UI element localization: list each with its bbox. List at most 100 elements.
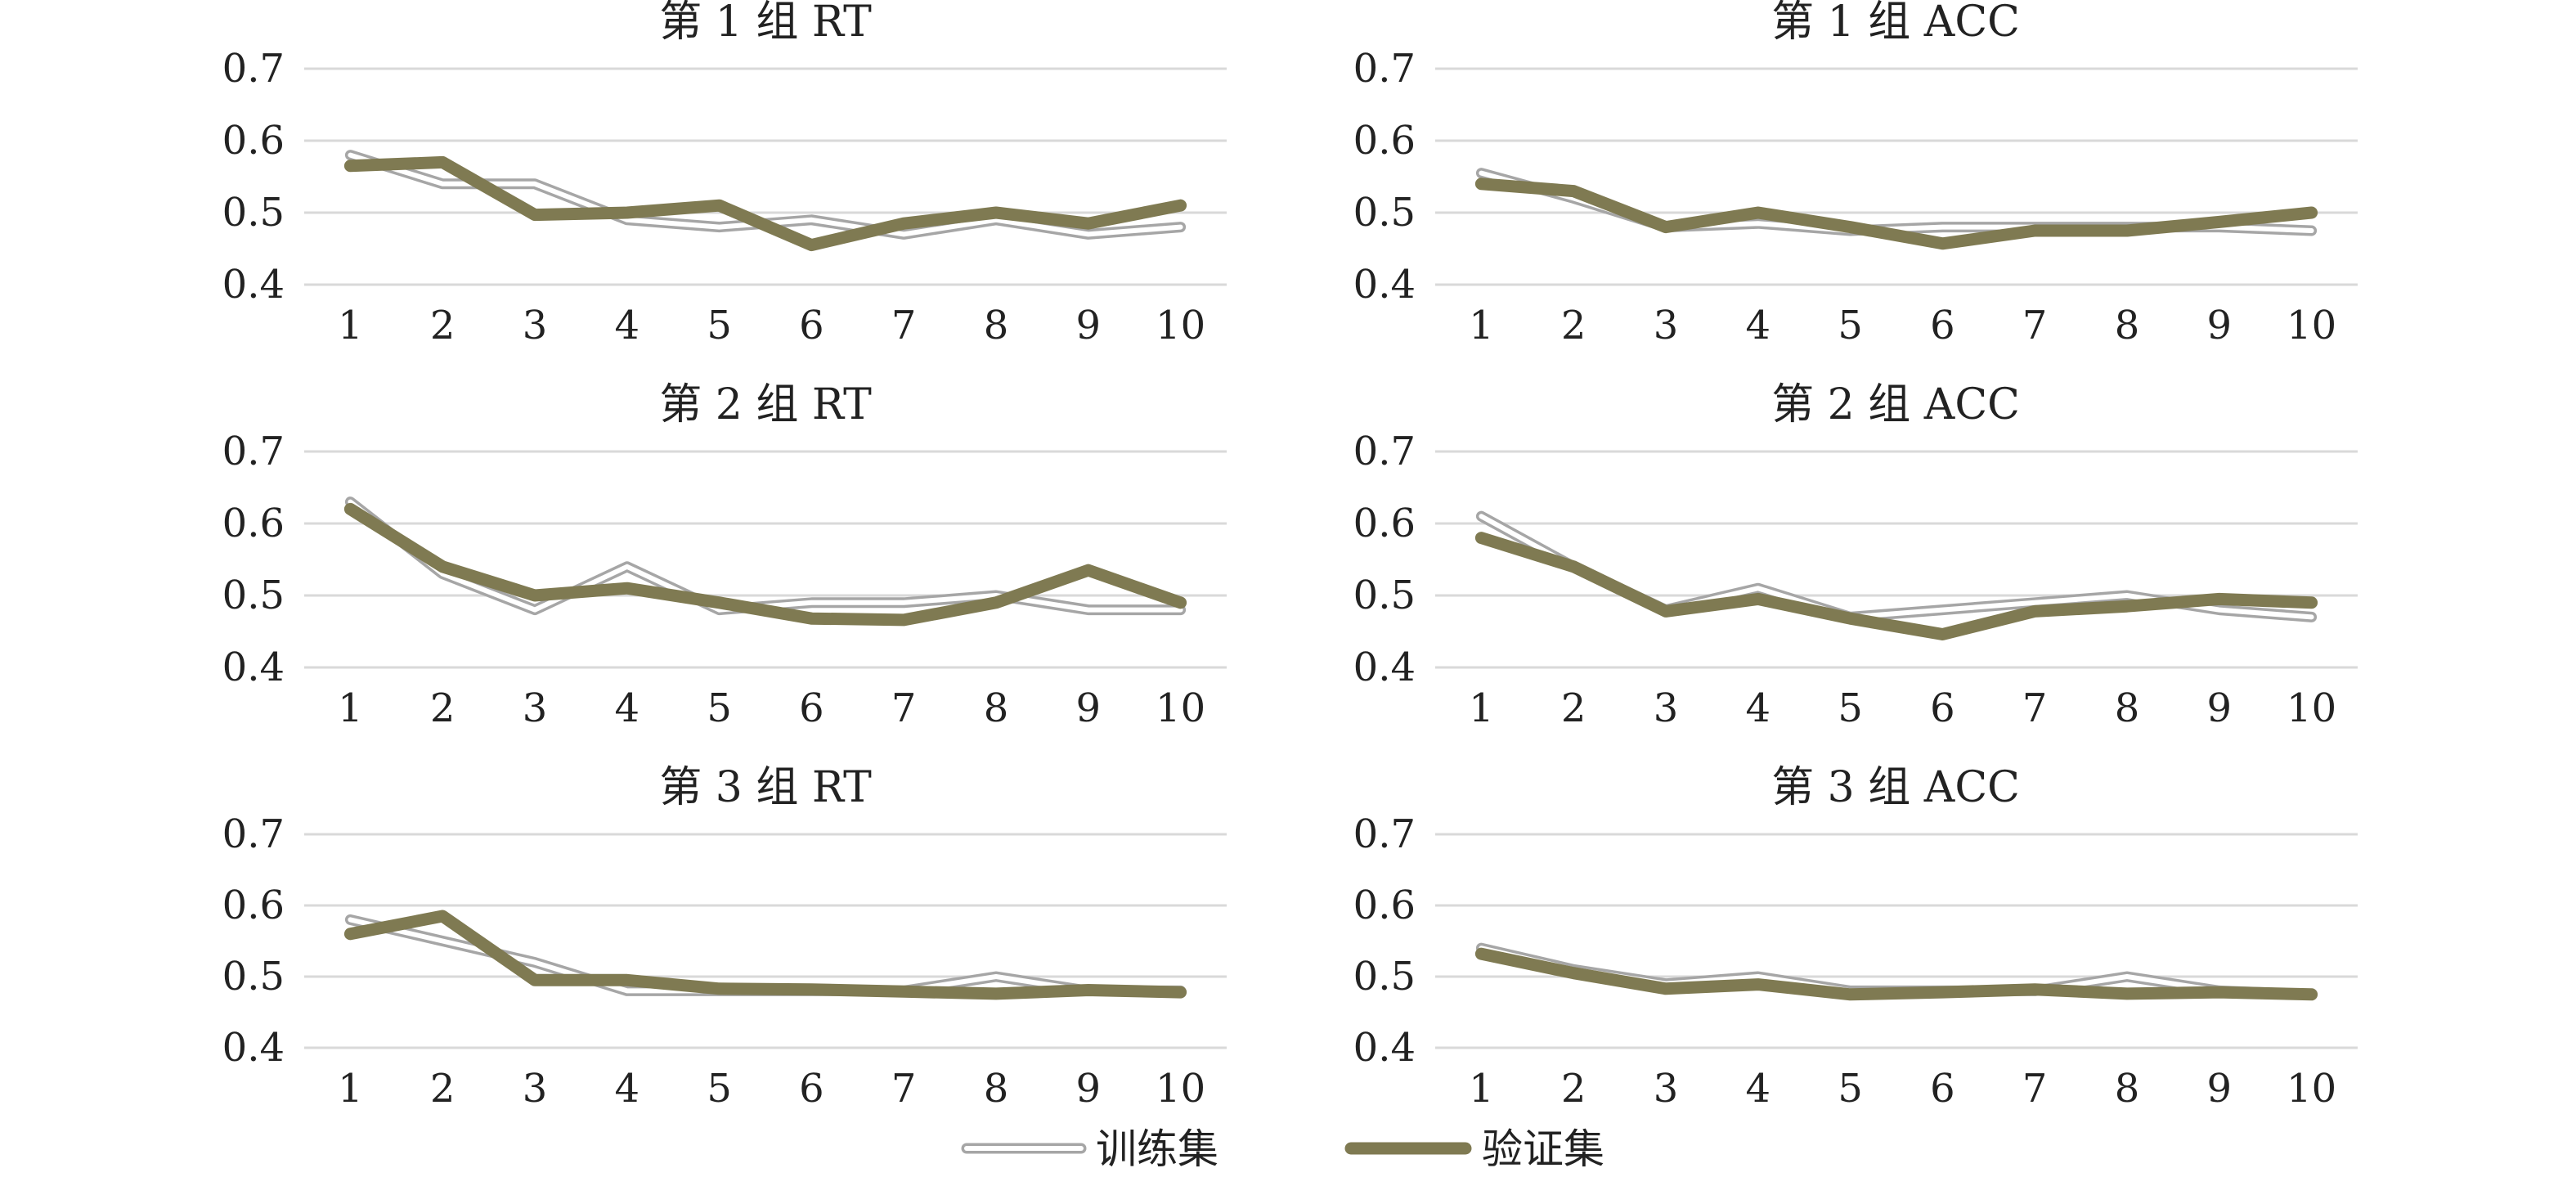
y-tick-label: 0.5 xyxy=(222,954,285,1000)
y-tick-label: 0.4 xyxy=(222,645,285,690)
chart-title: 第 3 组 RT xyxy=(659,763,872,812)
chart-title: 第 2 组 ACC xyxy=(1771,380,2020,429)
chart-panel-6: 第 3 组 ACC 0.4 0.5 0.6 0.7 1 2 3 4 5 6 7 8 9 10 xyxy=(1353,763,2358,1112)
x-tick-label: 2 xyxy=(430,685,456,731)
x-tick-label: 1 xyxy=(338,1066,363,1112)
x-tick-label: 1 xyxy=(1469,303,1494,348)
x-tick-label: 3 xyxy=(523,303,548,348)
y-tick-label: 0.7 xyxy=(222,46,285,92)
x-tick-label: 6 xyxy=(799,303,824,348)
x-tick-label: 10 xyxy=(1156,1066,1205,1112)
x-tick-label: 6 xyxy=(1930,1066,1955,1112)
chart-title: 第 2 组 RT xyxy=(659,380,872,429)
x-tick-label: 9 xyxy=(1076,1066,1102,1112)
series-line-train-inner xyxy=(348,917,1183,994)
x-tick-label: 6 xyxy=(1930,685,1955,731)
x-tick-label: 5 xyxy=(707,303,732,348)
series-line-train xyxy=(344,496,1187,616)
x-tick-label: 8 xyxy=(2115,303,2140,348)
y-tick-label: 0.6 xyxy=(222,118,285,164)
series-line-valid xyxy=(343,155,1187,252)
chart-title: 第 3 组 ACC xyxy=(1771,763,2020,812)
chart-panel-1: 第 1 组 RT 0.4 0.5 0.6 0.7 1 2 3 4 5 6 7 8 9 10 xyxy=(222,0,1227,348)
x-tick-label: 8 xyxy=(2115,685,2140,731)
x-tick-label: 4 xyxy=(615,1066,640,1112)
x-tick-label: 1 xyxy=(1469,685,1494,731)
chart-panel-3: 第 2 组 RT 0.4 0.5 0.6 0.7 1 2 3 4 5 6 7 8 9 10 xyxy=(222,380,1227,731)
y-tick-label: 0.4 xyxy=(222,1025,285,1071)
y-tick-label: 0.5 xyxy=(1353,573,1416,618)
x-tick-label: 1 xyxy=(338,303,363,348)
chart-title: 第 1 组 RT xyxy=(659,0,872,47)
x-tick-label: 2 xyxy=(1561,1066,1586,1112)
x-tick-label: 4 xyxy=(615,303,640,348)
x-tick-label: 7 xyxy=(891,685,917,731)
y-tick-label: 0.5 xyxy=(222,573,285,618)
x-tick-label: 4 xyxy=(1746,685,1771,731)
y-tick-label: 0.4 xyxy=(1353,262,1416,308)
x-tick-label: 3 xyxy=(523,685,548,731)
y-tick-label: 0.7 xyxy=(1353,429,1416,474)
x-tick-label: 1 xyxy=(1469,1066,1494,1112)
x-tick-label: 7 xyxy=(2022,303,2048,348)
chart-panel-2: 第 1 组 ACC 0.4 0.5 0.6 0.7 1 2 3 4 5 6 7 8 9 10 xyxy=(1353,0,2358,348)
x-tick-label: 2 xyxy=(1561,303,1586,348)
y-tick-label: 0.6 xyxy=(1353,501,1416,546)
x-tick-label: 9 xyxy=(1076,685,1102,731)
chart-panel-5: 第 3 组 RT 0.4 0.5 0.6 0.7 1 2 3 4 5 6 7 8 9 10 xyxy=(222,763,1227,1112)
x-tick-label: 1 xyxy=(338,685,363,731)
x-tick-label: 6 xyxy=(799,1066,824,1112)
y-tick-label: 0.6 xyxy=(222,883,285,928)
x-tick-label: 5 xyxy=(1838,303,1863,348)
x-tick-label: 5 xyxy=(1838,685,1863,731)
x-tick-label: 10 xyxy=(2287,303,2336,348)
series-line-valid xyxy=(343,502,1187,627)
x-tick-label: 3 xyxy=(1654,685,1679,731)
series-line-valid xyxy=(1474,177,2318,250)
x-tick-label: 6 xyxy=(799,685,824,731)
x-tick-label: 9 xyxy=(2207,1066,2233,1112)
series-line-valid xyxy=(343,910,1187,1000)
series-line-train-inner xyxy=(348,499,1183,613)
x-tick-label: 10 xyxy=(1156,685,1205,731)
x-tick-label: 2 xyxy=(430,303,456,348)
y-tick-label: 0.7 xyxy=(222,429,285,474)
legend: 训练集 验证集 xyxy=(961,1125,1604,1173)
x-tick-label: 5 xyxy=(1838,1066,1863,1112)
x-tick-label: 5 xyxy=(707,1066,732,1112)
y-tick-label: 0.6 xyxy=(1353,118,1416,164)
x-tick-label: 2 xyxy=(1561,685,1586,731)
legend-label-valid: 验证集 xyxy=(1482,1125,1604,1173)
y-tick-label: 0.4 xyxy=(1353,645,1416,690)
legend-label-train: 训练集 xyxy=(1096,1125,1218,1173)
x-tick-label: 7 xyxy=(2022,685,2048,731)
x-tick-label: 4 xyxy=(1746,1066,1771,1112)
x-tick-label: 8 xyxy=(984,1066,1009,1112)
x-tick-label: 7 xyxy=(891,303,917,348)
y-tick-label: 0.7 xyxy=(1353,811,1416,857)
y-tick-label: 0.4 xyxy=(1353,1025,1416,1071)
x-tick-label: 10 xyxy=(1156,303,1205,348)
y-tick-label: 0.5 xyxy=(1353,954,1416,1000)
x-tick-label: 8 xyxy=(984,303,1009,348)
x-tick-label: 9 xyxy=(1076,303,1102,348)
series-line-valid xyxy=(1474,532,2318,640)
x-tick-label: 8 xyxy=(984,685,1009,731)
series-line-valid xyxy=(1474,947,2318,1001)
y-tick-label: 0.5 xyxy=(1353,190,1416,236)
x-tick-label: 3 xyxy=(1654,1066,1679,1112)
x-tick-label: 10 xyxy=(2287,685,2336,731)
x-tick-label: 2 xyxy=(430,1066,456,1112)
y-tick-label: 0.6 xyxy=(222,501,285,546)
x-tick-label: 6 xyxy=(1930,303,1955,348)
series-line-train xyxy=(344,914,1187,996)
x-tick-label: 5 xyxy=(707,685,732,731)
x-tick-label: 7 xyxy=(891,1066,917,1112)
x-tick-label: 7 xyxy=(2022,1066,2048,1112)
y-tick-label: 0.5 xyxy=(222,190,285,236)
x-tick-label: 10 xyxy=(2287,1066,2336,1112)
x-tick-label: 8 xyxy=(2115,1066,2140,1112)
x-tick-label: 9 xyxy=(2207,303,2233,348)
y-tick-label: 0.7 xyxy=(1353,46,1416,92)
